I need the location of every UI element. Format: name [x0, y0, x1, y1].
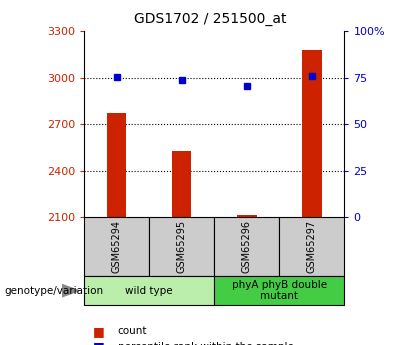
Text: wild type: wild type — [125, 286, 173, 296]
Bar — [237, 215, 257, 217]
Bar — [214, 276, 344, 305]
Text: GDS1702 / 251500_at: GDS1702 / 251500_at — [134, 12, 286, 26]
Text: ■: ■ — [92, 340, 104, 345]
Text: percentile rank within the sample: percentile rank within the sample — [118, 342, 294, 345]
Text: GSM65296: GSM65296 — [242, 220, 252, 273]
Text: GSM65297: GSM65297 — [307, 220, 317, 273]
Bar — [84, 276, 214, 305]
Bar — [302, 50, 322, 217]
Text: GSM65294: GSM65294 — [112, 220, 121, 273]
Bar — [214, 217, 279, 276]
Polygon shape — [62, 285, 79, 297]
Text: phyA phyB double
mutant: phyA phyB double mutant — [232, 280, 327, 302]
Bar — [84, 217, 149, 276]
Bar — [172, 151, 192, 217]
Text: ■: ■ — [92, 325, 104, 338]
Bar — [107, 113, 126, 217]
Text: GSM65295: GSM65295 — [177, 220, 186, 273]
Text: genotype/variation: genotype/variation — [4, 286, 103, 296]
Bar — [279, 217, 344, 276]
Bar — [149, 217, 214, 276]
Text: count: count — [118, 326, 147, 336]
